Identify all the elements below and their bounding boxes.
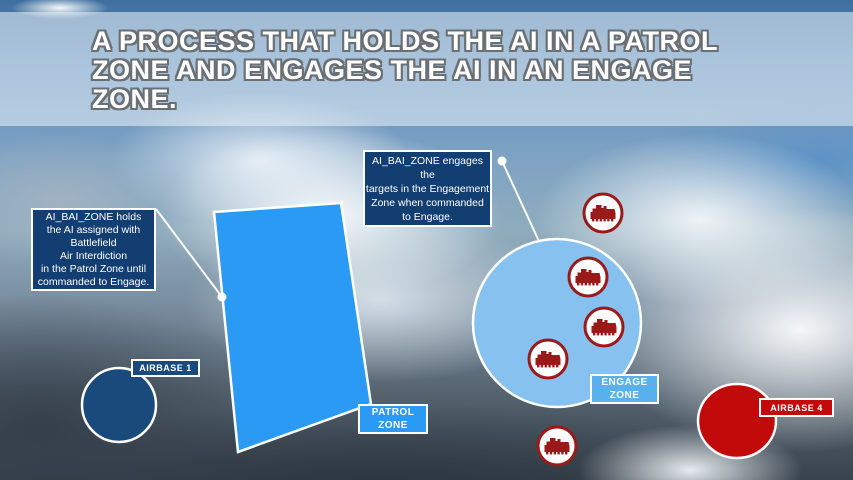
engage-zone-label: ENGAGE ZONE [590,374,659,404]
airbase-1-label: AIRBASE 1 [131,359,200,377]
tank-target-icon [527,338,569,380]
airbase-4-circle [696,382,778,460]
tank-target-icon [583,306,625,348]
patrol-note-box: AI_BAI_ZONE holds the AI assigned with B… [31,208,156,291]
patrol-callout-endpoint [217,292,227,302]
engage-callout-line [501,160,544,251]
engage-note-box: AI_BAI_ZONE engages the targets in the E… [363,150,492,227]
slide-title: A PROCESS THAT HOLDS THE AI IN A PATROL … [92,26,718,114]
tank-target-icon [567,256,609,298]
title-banner [0,12,853,126]
airbase-4-label: AIRBASE 4 [759,398,834,417]
patrol-zone-shape [212,201,373,454]
tank-target-icon [536,425,578,467]
airbase-1-circle [80,366,158,444]
tank-target-icon [582,192,624,234]
patrol-callout-line [155,208,223,298]
engage-callout-endpoint [497,156,507,166]
patrol-zone-label: PATROL ZONE [358,404,428,434]
